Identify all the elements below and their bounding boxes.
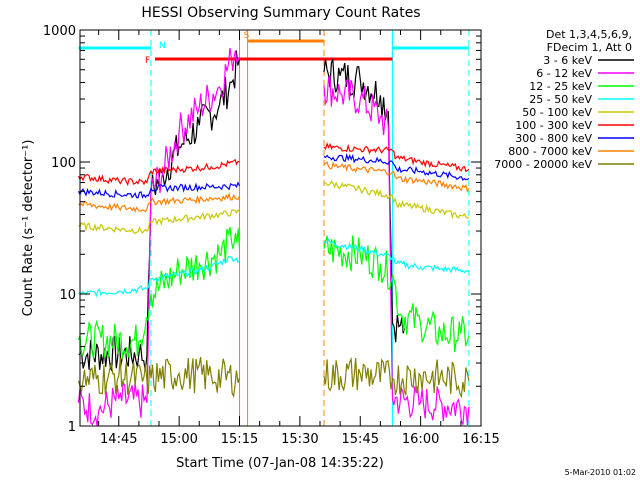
x-tick-label: 16:00	[402, 432, 439, 447]
x-tick-label: 15:45	[342, 432, 379, 447]
x-tick-label: 16:15	[462, 432, 499, 447]
series-line-1	[77, 47, 470, 427]
legend-entry-label: 12 - 25 keV	[529, 80, 592, 93]
legend: Det 1,3,4,5,6,9,FDecim 1, Att 03 - 6 keV…	[494, 28, 634, 171]
x-tick-label: 15:00	[160, 432, 197, 447]
x-tick-label: 15:30	[281, 432, 318, 447]
legend-header: FDecim 1, Att 0	[547, 41, 632, 54]
x-tick-label: 14:45	[100, 432, 137, 447]
x-tick-label: 15:15	[221, 432, 258, 447]
legend-entry-label: 7000 - 20000 keV	[494, 158, 592, 171]
flag-label-f: F	[145, 56, 150, 66]
legend-header: Det 1,3,4,5,6,9,	[546, 28, 632, 41]
flag-label-s: S	[244, 31, 250, 41]
series-line-2	[77, 227, 470, 359]
chart-title: HESSI Observing Summary Count Rates	[141, 5, 420, 21]
series-line-6	[77, 152, 470, 199]
y-tick-label: 1	[68, 420, 76, 435]
footer-timestamp: 5-Mar-2010 01:02	[565, 468, 636, 477]
y-tick-label: 10	[59, 288, 76, 303]
y-tick-label: 1000	[43, 24, 76, 39]
legend-entry-label: 50 - 100 keV	[522, 106, 592, 119]
plot-frame	[79, 29, 482, 427]
legend-entry-label: 3 - 6 keV	[543, 54, 592, 67]
legend-entry-label: 100 - 300 keV	[515, 119, 592, 132]
flag-label-n: N	[159, 41, 166, 51]
x-axis-label: Start Time (07-Jan-08 14:35:22)	[176, 456, 384, 471]
y-axis-label: Count Rate (s⁻¹ detector⁻¹)	[21, 140, 36, 317]
series-line-4	[78, 180, 470, 235]
y-tick-label: 100	[51, 156, 76, 171]
series-line-3	[78, 238, 470, 298]
plot-area: NF S	[77, 30, 470, 427]
series-line-7	[78, 161, 470, 213]
series-line-5	[77, 142, 470, 187]
legend-entry-label: 800 - 7000 keV	[508, 145, 592, 158]
legend-entry-label: 25 - 50 keV	[529, 93, 592, 106]
legend-entry-label: 6 - 12 keV	[536, 67, 592, 80]
series-line-8	[77, 356, 470, 399]
legend-entry-label: 300 - 800 keV	[515, 132, 592, 145]
axes: 1 10 100 1000 14:45 15:00 15:15 15:30 15:45 16:00…	[43, 24, 500, 447]
